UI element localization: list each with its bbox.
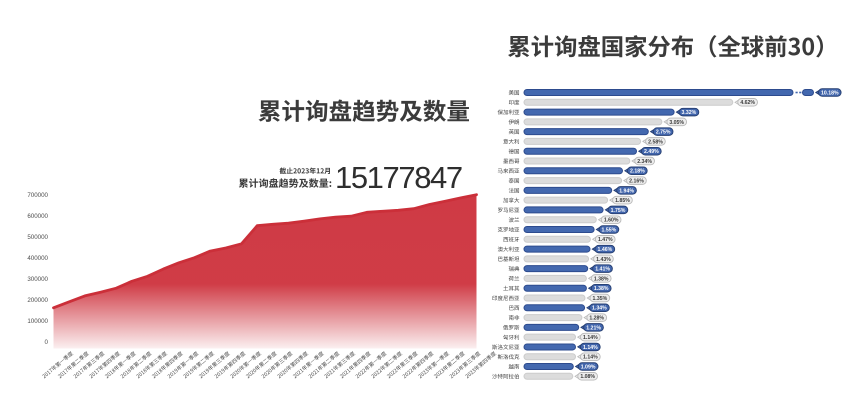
svg-text:100000: 100000 — [27, 318, 48, 325]
svg-text:1.47%: 1.47% — [598, 237, 613, 243]
svg-text:1.09%: 1.09% — [581, 364, 596, 370]
svg-text:1.85%: 1.85% — [615, 198, 630, 204]
svg-text:2.58%: 2.58% — [648, 139, 663, 145]
svg-text:2.75%: 2.75% — [656, 130, 671, 136]
svg-text:1.21%: 1.21% — [586, 325, 601, 331]
svg-text:1.38%: 1.38% — [594, 276, 609, 282]
svg-text:500000: 500000 — [27, 234, 48, 241]
svg-text:1.35%: 1.35% — [593, 296, 608, 302]
svg-text:1.60%: 1.60% — [604, 218, 619, 224]
svg-text:10.18%: 10.18% — [821, 90, 839, 96]
svg-text:1.14%: 1.14% — [583, 355, 598, 361]
svg-text:1.34%: 1.34% — [592, 306, 607, 312]
svg-text:1.38%: 1.38% — [594, 286, 609, 292]
svg-text:1.94%: 1.94% — [619, 188, 634, 194]
svg-text:1.55%: 1.55% — [602, 227, 617, 233]
svg-text:1.43%: 1.43% — [596, 257, 611, 263]
svg-text:300000: 300000 — [27, 276, 48, 283]
svg-text:1.46%: 1.46% — [598, 247, 613, 253]
svg-text:2.49%: 2.49% — [644, 149, 659, 155]
svg-text:600000: 600000 — [27, 213, 48, 220]
svg-text:1.14%: 1.14% — [583, 335, 598, 341]
svg-text:400000: 400000 — [27, 255, 48, 262]
svg-text:1.75%: 1.75% — [611, 208, 626, 214]
svg-text:1.41%: 1.41% — [595, 267, 610, 273]
svg-text:3.05%: 3.05% — [669, 120, 684, 126]
svg-text:700000: 700000 — [27, 192, 48, 199]
svg-text:200000: 200000 — [27, 297, 48, 304]
svg-text:0: 0 — [45, 339, 49, 346]
svg-text:3.32%: 3.32% — [682, 110, 697, 116]
svg-text:2.18%: 2.18% — [630, 169, 645, 175]
svg-text:2.34%: 2.34% — [637, 159, 652, 165]
svg-text:1.14%: 1.14% — [583, 345, 598, 351]
svg-text:4.62%: 4.62% — [740, 100, 755, 106]
svg-text:1.28%: 1.28% — [589, 316, 604, 322]
svg-text:1.08%: 1.08% — [580, 374, 595, 380]
svg-text:2.16%: 2.16% — [629, 179, 644, 185]
